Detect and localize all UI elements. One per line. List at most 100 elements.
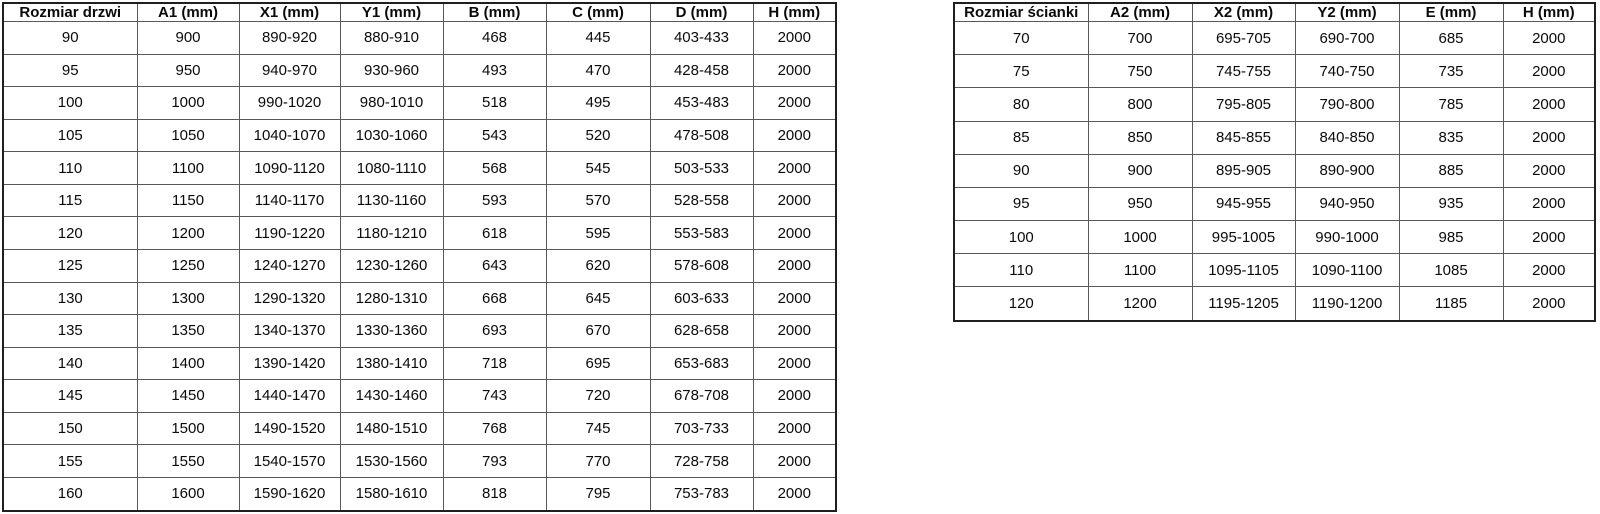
table-cell: 990-1000 bbox=[1294, 220, 1400, 255]
table-cell: 1490-1520 bbox=[238, 411, 341, 446]
table-cell: 1100 bbox=[1087, 253, 1193, 288]
table-cell: 160 bbox=[2, 476, 138, 512]
table-cell: 1150 bbox=[136, 183, 240, 218]
table-cell: 1300 bbox=[136, 281, 240, 316]
wall-table-header: Rozmiar ścianki A2 (mm) X2 (mm) Y2 (mm) E (m… bbox=[953, 2, 1596, 22]
table-cell: 750 bbox=[1087, 54, 1193, 89]
table-cell: 453-483 bbox=[649, 86, 754, 120]
table-cell: 80 bbox=[953, 87, 1089, 122]
table-cell: 1000 bbox=[136, 86, 240, 120]
table-cell: 2000 bbox=[752, 183, 837, 218]
table-cell: 678-708 bbox=[649, 379, 754, 413]
table-cell: 1590-1620 bbox=[238, 476, 341, 512]
table-cell: 985 bbox=[1398, 220, 1504, 255]
table-row: 110 1100 1090-1120 1080-1110 568 545 503-533 20… bbox=[2, 151, 837, 185]
table-cell: 2000 bbox=[1502, 286, 1596, 322]
table-cell: 720 bbox=[545, 379, 651, 413]
table-cell: 790-800 bbox=[1294, 87, 1400, 122]
table-cell: 743 bbox=[442, 379, 547, 413]
table-cell: 570 bbox=[545, 183, 651, 218]
table-cell: 1500 bbox=[136, 411, 240, 446]
table-cell: 155 bbox=[2, 444, 138, 478]
column-header: Y1 (mm) bbox=[339, 2, 444, 22]
table-cell: 890-900 bbox=[1294, 153, 1400, 188]
table-cell: 1090-1100 bbox=[1294, 253, 1400, 288]
table-cell: 1000 bbox=[1087, 220, 1193, 255]
table-cell: 2000 bbox=[752, 151, 837, 185]
table-row: 95 950 945-955 940-950 935 2000 bbox=[953, 186, 1596, 222]
table-cell: 2000 bbox=[1502, 153, 1596, 188]
table-cell: 470 bbox=[545, 53, 651, 88]
table-cell: 995-1005 bbox=[1191, 220, 1296, 255]
table-cell: 1090-1120 bbox=[238, 151, 341, 185]
table-cell: 1250 bbox=[136, 248, 240, 283]
table-cell: 1030-1060 bbox=[339, 118, 444, 153]
table-cell: 1050 bbox=[136, 118, 240, 153]
table-cell: 578-608 bbox=[649, 248, 754, 283]
table-cell: 668 bbox=[442, 281, 547, 316]
table-cell: 2000 bbox=[752, 21, 837, 55]
table-cell: 553-583 bbox=[649, 216, 754, 250]
table-cell: 543 bbox=[442, 118, 547, 153]
table-row: 80 800 795-805 790-800 785 2000 bbox=[953, 87, 1596, 122]
column-header: Rozmiar drzwi bbox=[2, 2, 138, 22]
table-row: 145 1450 1440-1470 1430-1460 743 720 678-708 20… bbox=[2, 379, 837, 413]
table-cell: 845-855 bbox=[1191, 120, 1296, 155]
table-cell: 1180-1210 bbox=[339, 216, 444, 250]
table-row: 120 1200 1190-1220 1180-1210 618 595 553-583 20… bbox=[2, 216, 837, 250]
table-cell: 493 bbox=[442, 53, 547, 88]
table-row: 85 850 845-855 840-850 835 2000 bbox=[953, 120, 1596, 155]
table-cell: 753-783 bbox=[649, 476, 754, 512]
table-cell: 90 bbox=[953, 153, 1089, 188]
column-header: X2 (mm) bbox=[1191, 2, 1296, 22]
table-cell: 885 bbox=[1398, 153, 1504, 188]
table-cell: 70 bbox=[953, 20, 1089, 56]
table-cell: 2000 bbox=[1502, 253, 1596, 288]
door-table-body: 90 900 890-920 880-910 468 445 403-433 2000 95 95… bbox=[2, 21, 837, 512]
table-row: 100 1000 990-1020 980-1010 518 495 453-483 2000 bbox=[2, 86, 837, 120]
table-cell: 2000 bbox=[1502, 87, 1596, 122]
table-cell: 1130-1160 bbox=[339, 183, 444, 218]
table-cell: 1290-1320 bbox=[238, 281, 341, 316]
table-cell: 478-508 bbox=[649, 118, 754, 153]
table-cell: 1280-1310 bbox=[339, 281, 444, 316]
column-header: Rozmiar ścianki bbox=[953, 2, 1089, 22]
table-row: 140 1400 1390-1420 1380-1410 718 695 653-683 20… bbox=[2, 346, 837, 381]
table-row: 70 700 695-705 690-700 685 2000 bbox=[953, 20, 1596, 56]
table-cell: 1430-1460 bbox=[339, 379, 444, 413]
table-cell: 1200 bbox=[136, 216, 240, 250]
column-header: H (mm) bbox=[1502, 2, 1596, 22]
table-cell: 1100 bbox=[136, 151, 240, 185]
table-cell: 1085 bbox=[1398, 253, 1504, 288]
table-cell: 2000 bbox=[752, 476, 837, 512]
table-cell: 690-700 bbox=[1294, 20, 1400, 56]
table-cell: 990-1020 bbox=[238, 86, 341, 120]
table-cell: 900 bbox=[136, 21, 240, 55]
table-cell: 1140-1170 bbox=[238, 183, 341, 218]
table-cell: 795 bbox=[545, 476, 651, 512]
table-cell: 818 bbox=[442, 476, 547, 512]
table-cell: 850 bbox=[1087, 120, 1193, 155]
table-cell: 2000 bbox=[1502, 54, 1596, 89]
table-cell: 125 bbox=[2, 248, 138, 283]
table-cell: 2000 bbox=[752, 411, 837, 446]
table-row: 150 1500 1490-1520 1480-1510 768 745 703-733 20… bbox=[2, 411, 837, 446]
table-cell: 2000 bbox=[752, 118, 837, 153]
table-cell: 428-458 bbox=[649, 53, 754, 88]
table-row: 125 1250 1240-1270 1230-1260 643 620 578-608 20… bbox=[2, 248, 837, 283]
table-row: 130 1300 1290-1320 1280-1310 668 645 603-633 20… bbox=[2, 281, 837, 316]
table-row: 160 1600 1590-1620 1580-1610 818 795 753-783 20… bbox=[2, 476, 837, 512]
table-cell: 95 bbox=[953, 186, 1089, 222]
table-cell: 693 bbox=[442, 314, 547, 348]
table-cell: 2000 bbox=[752, 53, 837, 88]
table-cell: 768 bbox=[442, 411, 547, 446]
table-cell: 840-850 bbox=[1294, 120, 1400, 155]
table-cell: 695-705 bbox=[1191, 20, 1296, 56]
table-cell: 110 bbox=[953, 253, 1089, 288]
column-header: H (mm) bbox=[752, 2, 837, 22]
column-header: B (mm) bbox=[442, 2, 547, 22]
table-cell: 1230-1260 bbox=[339, 248, 444, 283]
table-cell: 1600 bbox=[136, 476, 240, 512]
table-cell: 795-805 bbox=[1191, 87, 1296, 122]
table-cell: 403-433 bbox=[649, 21, 754, 55]
